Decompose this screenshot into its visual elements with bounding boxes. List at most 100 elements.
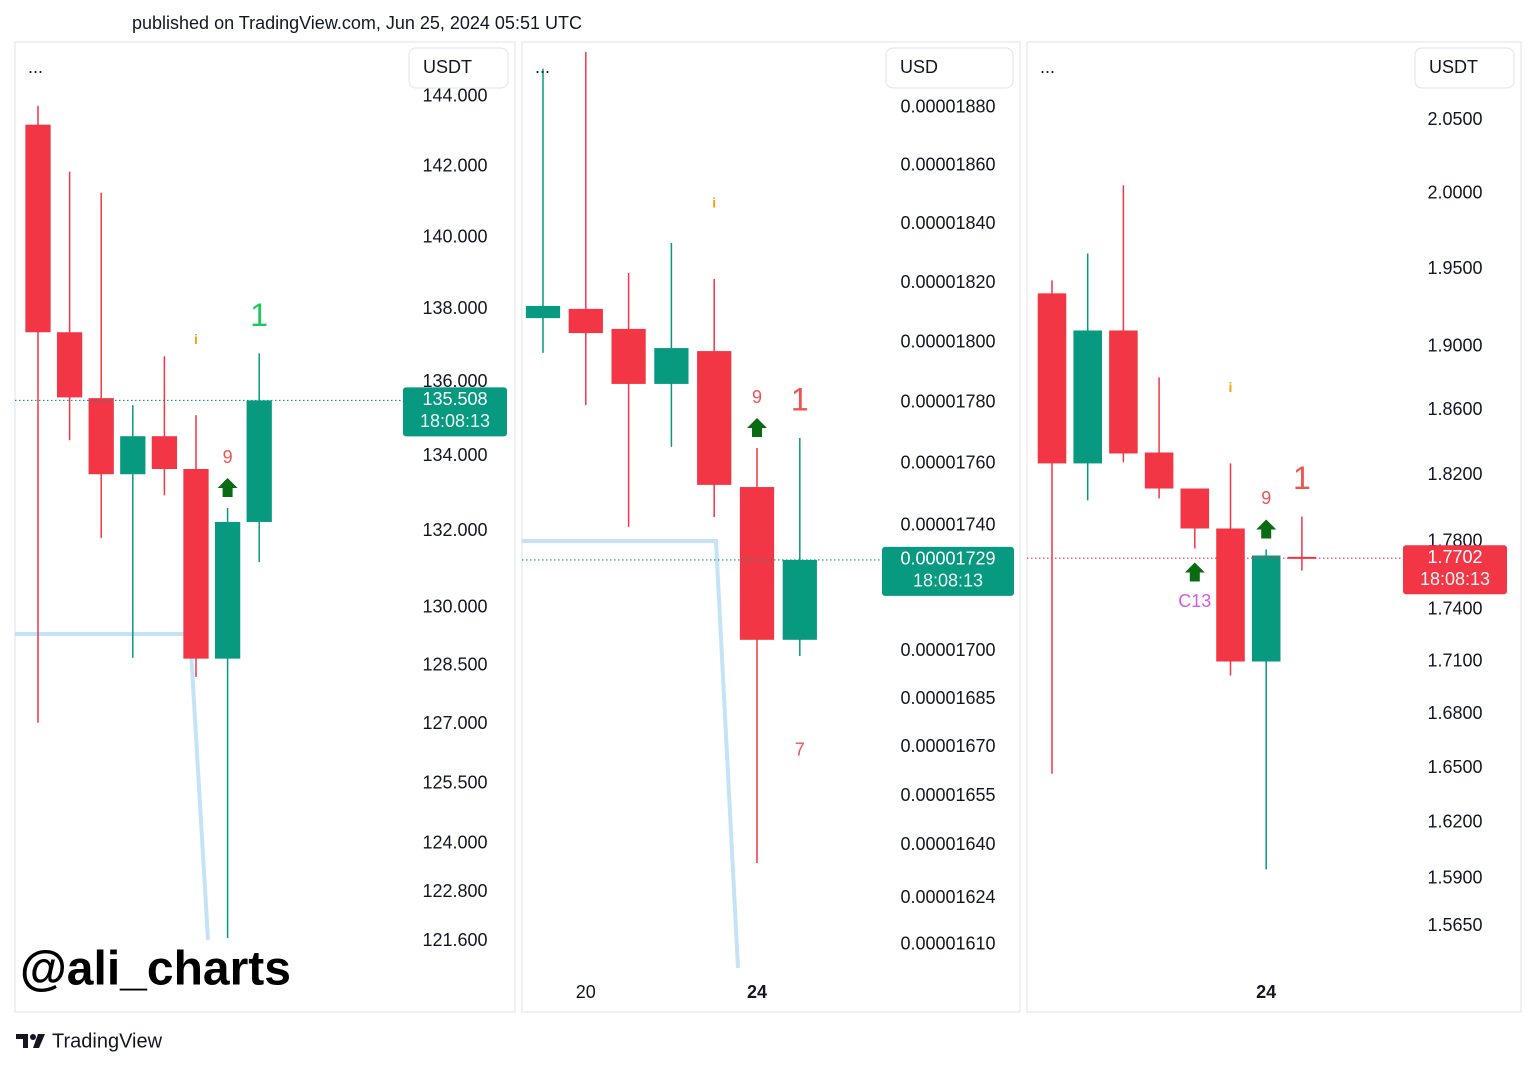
candle-body xyxy=(56,332,83,398)
y-tick-label: 130.000 xyxy=(422,596,487,616)
candle-body xyxy=(246,400,272,522)
currency-button[interactable] xyxy=(885,47,1014,89)
y-tick-label: 1.6500 xyxy=(1427,757,1482,777)
annotation: 1 xyxy=(791,381,809,417)
chart-panel xyxy=(14,41,516,1013)
countdown-label: 18:08:13 xyxy=(1420,569,1490,589)
y-tick-label: 134.000 xyxy=(422,445,487,465)
y-tick-label: 124.000 xyxy=(422,832,487,852)
watermark: @ali_charts xyxy=(20,943,291,996)
chart: 2.05002.00001.95001.90001.86001.82001.78… xyxy=(1027,47,1515,1002)
candle-body xyxy=(88,398,114,475)
drawing-line xyxy=(522,539,740,969)
charts: 144.000 142.000 140.000 138.000 136.000 134.0… xyxy=(15,47,1515,1002)
candle-body xyxy=(1144,452,1174,489)
candle-body xyxy=(1287,556,1317,559)
chart: 0.00001880 0.00001860 0.00001840 0.00001820… xyxy=(522,47,1014,1002)
candle-body xyxy=(782,559,817,640)
annotation: C13 xyxy=(1178,591,1211,611)
candle-body xyxy=(1251,555,1281,662)
candle-body xyxy=(525,305,561,319)
y-tick-label: 128.500 xyxy=(422,654,487,674)
annotation: 1 xyxy=(1293,460,1311,496)
currency-label: USDT xyxy=(1429,57,1478,77)
y-tick-label: 0.00001780 xyxy=(900,392,995,412)
annotation: 1 xyxy=(250,297,268,333)
chart-menu[interactable]: ... xyxy=(535,57,550,77)
annotation: i xyxy=(1229,379,1233,395)
last-price-box xyxy=(403,387,507,437)
y-tick-label: 125.500 xyxy=(422,772,487,792)
y-tick-label: 0.00001760 xyxy=(900,453,995,473)
signal-arrow xyxy=(747,418,767,438)
y-tick-label: 0.00001700 xyxy=(900,640,995,660)
y-tick-label: 138.000 xyxy=(422,298,487,318)
y-tick-label: 0.00001740 xyxy=(900,514,995,534)
candle-body xyxy=(568,308,603,334)
y-tick-label: 1.8600 xyxy=(1427,399,1482,419)
y-tick-label: 1.6200 xyxy=(1427,812,1482,832)
currency-label: USD xyxy=(900,57,938,77)
candle-body xyxy=(1216,528,1245,662)
currency-button[interactable] xyxy=(1414,47,1515,89)
currency-label: USDT xyxy=(423,57,472,77)
chart: 144.000 142.000 140.000 138.000 136.000 134.0… xyxy=(15,47,509,950)
candle-body xyxy=(1109,330,1138,454)
currency-button[interactable] xyxy=(408,47,509,89)
y-tick-label: 0.00001840 xyxy=(900,213,995,233)
y-tick-label: 140.000 xyxy=(422,226,487,246)
candle-body xyxy=(611,328,646,384)
tradingview-logo xyxy=(16,1034,45,1048)
countdown-label: 18:08:13 xyxy=(913,571,983,591)
signal-arrow xyxy=(1184,562,1205,582)
y-tick-label: 1.9000 xyxy=(1427,336,1482,356)
chart-panel xyxy=(1026,41,1522,1013)
y-tick-label: 0.00001610 xyxy=(900,934,995,954)
candle-body xyxy=(1037,293,1067,464)
y-tick-label: 144.000 xyxy=(422,86,487,106)
signal-arrow xyxy=(1256,519,1277,539)
last-price-label: 1.7702 xyxy=(1427,547,1482,567)
panel-backgrounds xyxy=(14,41,1522,1013)
x-tick-label: 20 xyxy=(576,982,596,1002)
last-price-box xyxy=(1403,545,1507,595)
annotation: 7 xyxy=(795,740,805,760)
y-tick-label: 0.00001860 xyxy=(900,154,995,174)
y-tick-label: 122.800 xyxy=(422,881,487,901)
y-tick-label: 0.00001655 xyxy=(900,785,995,805)
y-tick-label: 1.5650 xyxy=(1427,915,1482,935)
candle-body xyxy=(739,487,775,640)
y-tick-label: 0.00001800 xyxy=(900,331,995,351)
last-price-label: 0.00001729 xyxy=(900,549,995,569)
candle-body xyxy=(183,468,209,659)
x-tick-label: 24 xyxy=(747,982,767,1002)
chart-menu[interactable]: ... xyxy=(28,57,43,77)
y-tick-label: 121.600 xyxy=(422,930,487,950)
y-tick-label: 132.000 xyxy=(422,520,487,540)
annotation: 9 xyxy=(752,387,762,407)
y-tick-label: 136.000 xyxy=(422,371,487,391)
candle-body xyxy=(654,348,689,384)
candle-body xyxy=(1180,488,1210,529)
candle-body xyxy=(25,124,51,333)
y-tick-label: 2.0500 xyxy=(1427,109,1482,129)
y-tick-label: 1.8200 xyxy=(1427,464,1482,484)
y-tick-label: 1.9500 xyxy=(1427,258,1482,278)
y-tick-label: 142.000 xyxy=(422,155,487,175)
y-tick-label: 1.7400 xyxy=(1427,598,1482,618)
x-tick-label: 24 xyxy=(1256,982,1276,1002)
candle-body xyxy=(120,436,146,475)
candle-body xyxy=(151,436,178,469)
candle-body xyxy=(697,351,732,485)
y-tick-label: 0.00001624 xyxy=(900,887,995,907)
last-price-label: 135.508 xyxy=(422,389,487,409)
footer-brand: TradingView xyxy=(52,1030,163,1052)
y-tick-label: 0.00001670 xyxy=(900,736,995,756)
chart-menu[interactable]: ... xyxy=(1040,57,1055,77)
annotation: 9 xyxy=(223,447,233,467)
y-tick-label: 0.00001685 xyxy=(900,688,995,708)
header: published on TradingView.com, Jun 25, 20… xyxy=(132,13,582,33)
y-tick-label: 0.00001640 xyxy=(900,834,995,854)
y-tick-label: 1.6800 xyxy=(1427,703,1482,723)
